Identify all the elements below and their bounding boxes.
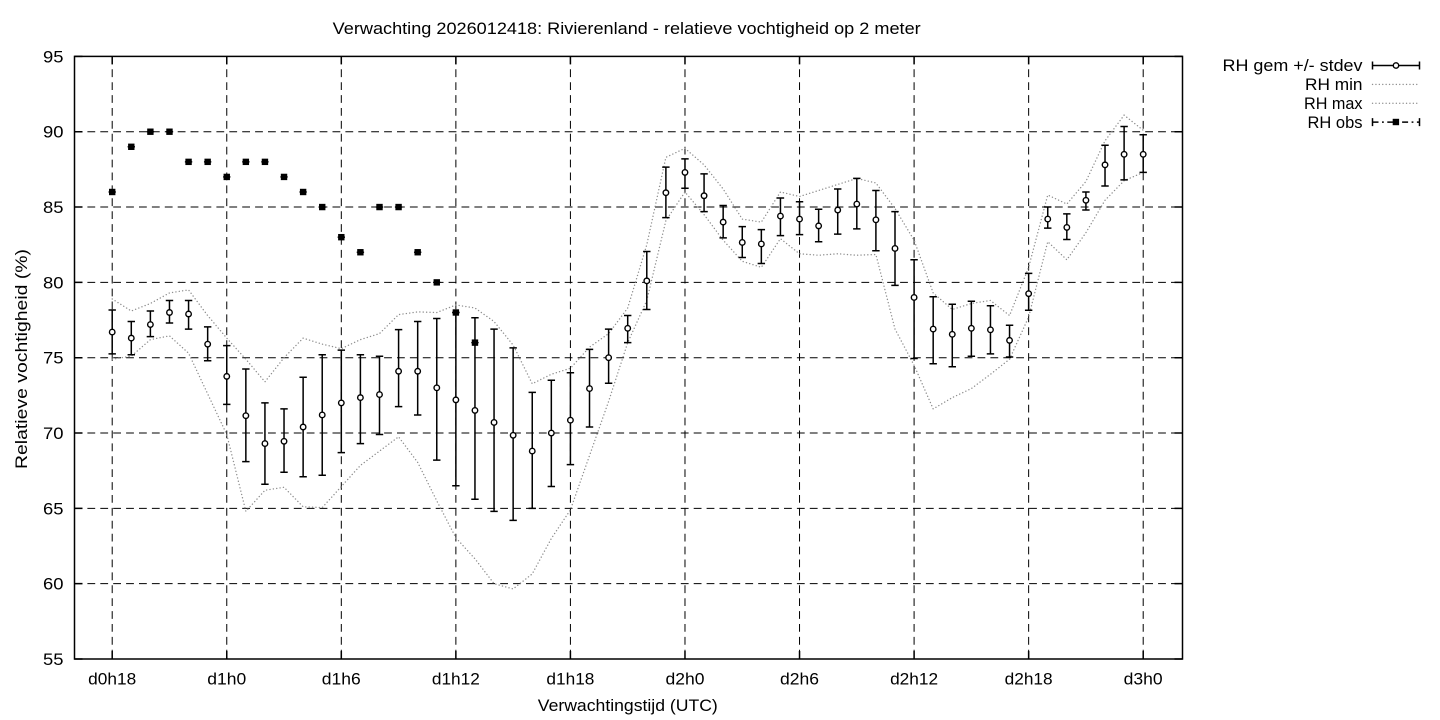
svg-text:RH obs: RH obs <box>1308 113 1363 132</box>
svg-text:RH max: RH max <box>1304 94 1363 113</box>
svg-text:d2h0: d2h0 <box>665 670 704 689</box>
svg-text:d1h12: d1h12 <box>432 670 480 689</box>
svg-text:85: 85 <box>43 198 64 217</box>
svg-text:d1h0: d1h0 <box>207 670 246 689</box>
svg-text:55: 55 <box>43 650 64 669</box>
svg-text:90: 90 <box>43 123 64 142</box>
svg-text:d1h18: d1h18 <box>546 670 594 689</box>
svg-text:d2h6: d2h6 <box>780 670 819 689</box>
svg-text:75: 75 <box>43 349 64 368</box>
svg-text:80: 80 <box>43 273 64 292</box>
svg-text:d2h12: d2h12 <box>890 670 938 689</box>
svg-text:95: 95 <box>43 47 64 66</box>
svg-text:d0h18: d0h18 <box>88 670 136 689</box>
svg-text:60: 60 <box>43 575 64 594</box>
svg-text:Verwachtingstijd (UTC): Verwachtingstijd (UTC) <box>538 696 718 715</box>
svg-text:RH min: RH min <box>1305 75 1363 94</box>
svg-text:d3h0: d3h0 <box>1124 670 1163 689</box>
svg-text:Relatieve vochtigheid (%): Relatieve vochtigheid (%) <box>12 249 31 469</box>
svg-text:65: 65 <box>43 499 64 518</box>
svg-text:70: 70 <box>43 424 64 443</box>
svg-text:d2h18: d2h18 <box>1005 670 1053 689</box>
svg-text:d1h6: d1h6 <box>322 670 361 689</box>
svg-text:RH gem +/- stdev: RH gem +/- stdev <box>1223 56 1364 75</box>
svg-text:Verwachting 2026012418: Rivier: Verwachting 2026012418: Rivierenland - r… <box>333 19 921 38</box>
